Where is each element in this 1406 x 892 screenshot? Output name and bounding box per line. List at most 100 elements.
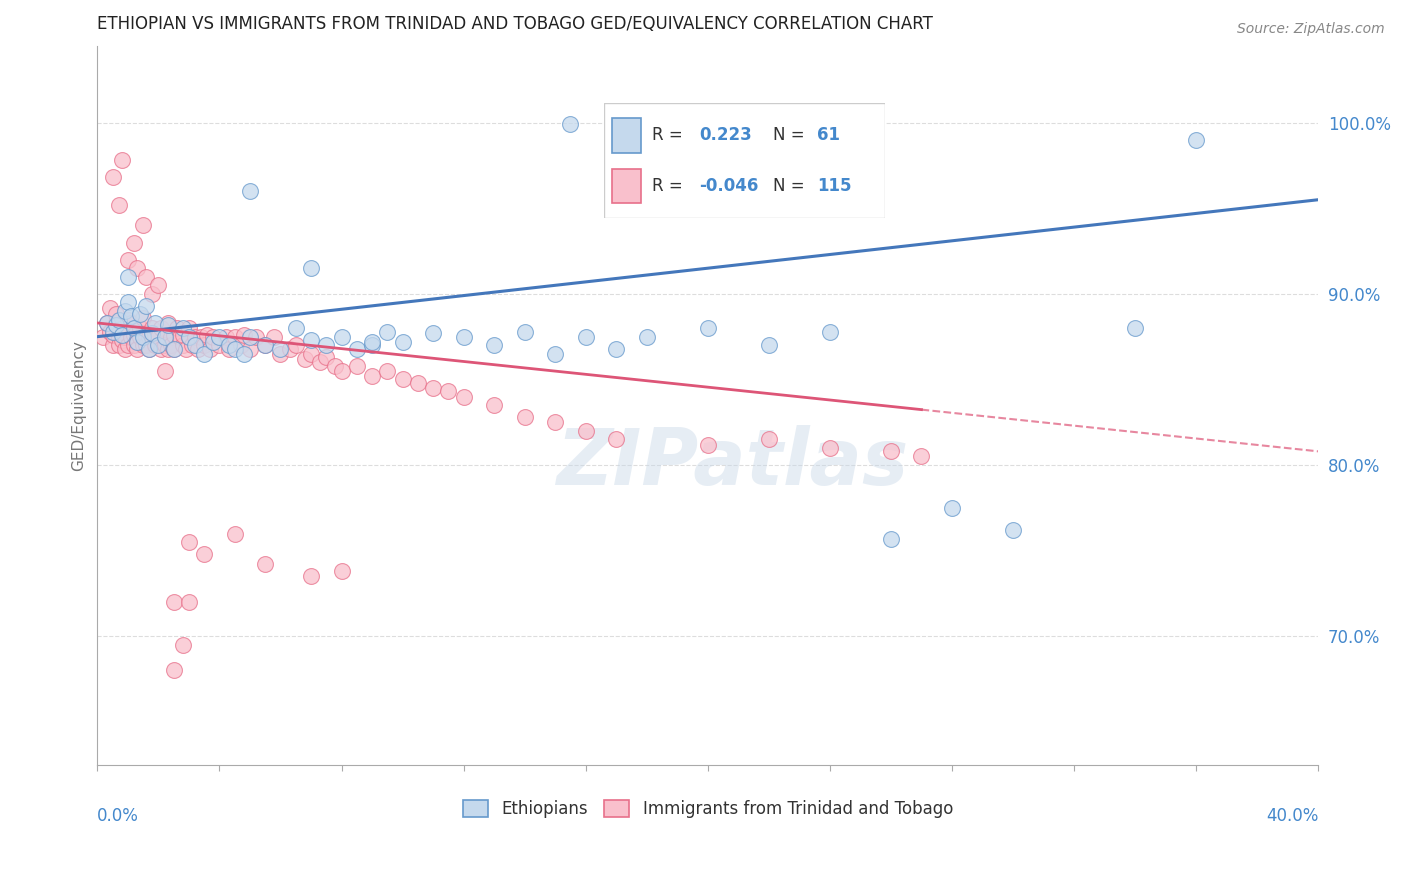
Point <box>141 326 163 341</box>
Point <box>153 329 176 343</box>
Point <box>605 342 627 356</box>
Point <box>190 329 212 343</box>
Point <box>941 500 963 515</box>
Point <box>254 338 277 352</box>
Point <box>153 338 176 352</box>
Point <box>114 329 136 343</box>
Point <box>138 329 160 343</box>
Text: ZIPatlas: ZIPatlas <box>557 425 908 500</box>
Point <box>1002 523 1025 537</box>
Point <box>758 433 780 447</box>
Point <box>111 328 134 343</box>
Point <box>117 269 139 284</box>
Point <box>138 342 160 356</box>
Point <box>141 329 163 343</box>
Point <box>193 338 215 352</box>
Point <box>880 444 903 458</box>
Point <box>330 364 353 378</box>
Point <box>122 328 145 343</box>
Point <box>224 329 246 343</box>
Point <box>156 318 179 332</box>
Point <box>163 342 186 356</box>
Point <box>156 316 179 330</box>
Point <box>111 333 134 347</box>
Point <box>111 153 134 168</box>
Point <box>125 342 148 356</box>
Point <box>181 338 204 352</box>
Point <box>202 334 225 349</box>
Point <box>218 342 240 356</box>
Point <box>163 328 186 343</box>
Point <box>482 398 505 412</box>
Point <box>177 329 200 343</box>
Point <box>1185 133 1208 147</box>
Point <box>391 372 413 386</box>
Point <box>880 532 903 546</box>
Point <box>132 219 155 233</box>
Point <box>193 547 215 561</box>
Point <box>111 325 134 339</box>
Point <box>141 321 163 335</box>
Point <box>98 325 121 339</box>
Point <box>122 235 145 250</box>
Point <box>224 526 246 541</box>
Point <box>107 329 129 343</box>
Point <box>544 415 567 429</box>
Point <box>177 595 200 609</box>
Point <box>120 329 142 343</box>
Point <box>229 338 252 352</box>
Text: 0.0%: 0.0% <box>97 807 139 825</box>
Point <box>696 321 718 335</box>
Point <box>117 312 139 326</box>
Point <box>148 329 170 343</box>
Point <box>200 342 222 356</box>
Point <box>159 338 181 352</box>
Point <box>284 321 307 335</box>
Point <box>159 329 181 343</box>
Point <box>122 321 145 335</box>
Text: ETHIOPIAN VS IMMIGRANTS FROM TRINIDAD AND TOBAGO GED/EQUIVALENCY CORRELATION CHA: ETHIOPIAN VS IMMIGRANTS FROM TRINIDAD AN… <box>97 15 934 33</box>
Point <box>132 310 155 325</box>
Point <box>101 170 124 185</box>
Point <box>129 307 152 321</box>
Point <box>150 342 173 356</box>
Point <box>143 316 166 330</box>
Point <box>148 278 170 293</box>
Point <box>284 338 307 352</box>
Point <box>135 269 157 284</box>
Point <box>208 338 231 352</box>
Point <box>107 338 129 352</box>
Point <box>135 338 157 352</box>
Point <box>818 325 841 339</box>
Point <box>254 558 277 572</box>
Point <box>132 338 155 352</box>
Point <box>294 351 316 366</box>
Point <box>187 342 209 356</box>
Point <box>269 342 291 356</box>
Point <box>166 321 188 335</box>
Point <box>513 410 536 425</box>
Point <box>132 329 155 343</box>
Point <box>482 338 505 352</box>
Point <box>125 261 148 276</box>
Point <box>232 347 254 361</box>
Point <box>299 261 322 276</box>
Point <box>325 359 347 373</box>
Point <box>910 450 932 464</box>
Point <box>163 664 186 678</box>
Point <box>214 329 236 343</box>
Point <box>172 638 194 652</box>
Point <box>98 301 121 315</box>
Point <box>138 342 160 356</box>
Point <box>114 304 136 318</box>
Point <box>299 569 322 583</box>
Point <box>208 329 231 343</box>
Point <box>114 342 136 356</box>
Point <box>117 338 139 352</box>
Point <box>104 307 127 321</box>
Point <box>315 350 337 364</box>
Point <box>143 338 166 352</box>
Point <box>263 329 285 343</box>
Point <box>239 342 262 356</box>
Point <box>172 338 194 352</box>
